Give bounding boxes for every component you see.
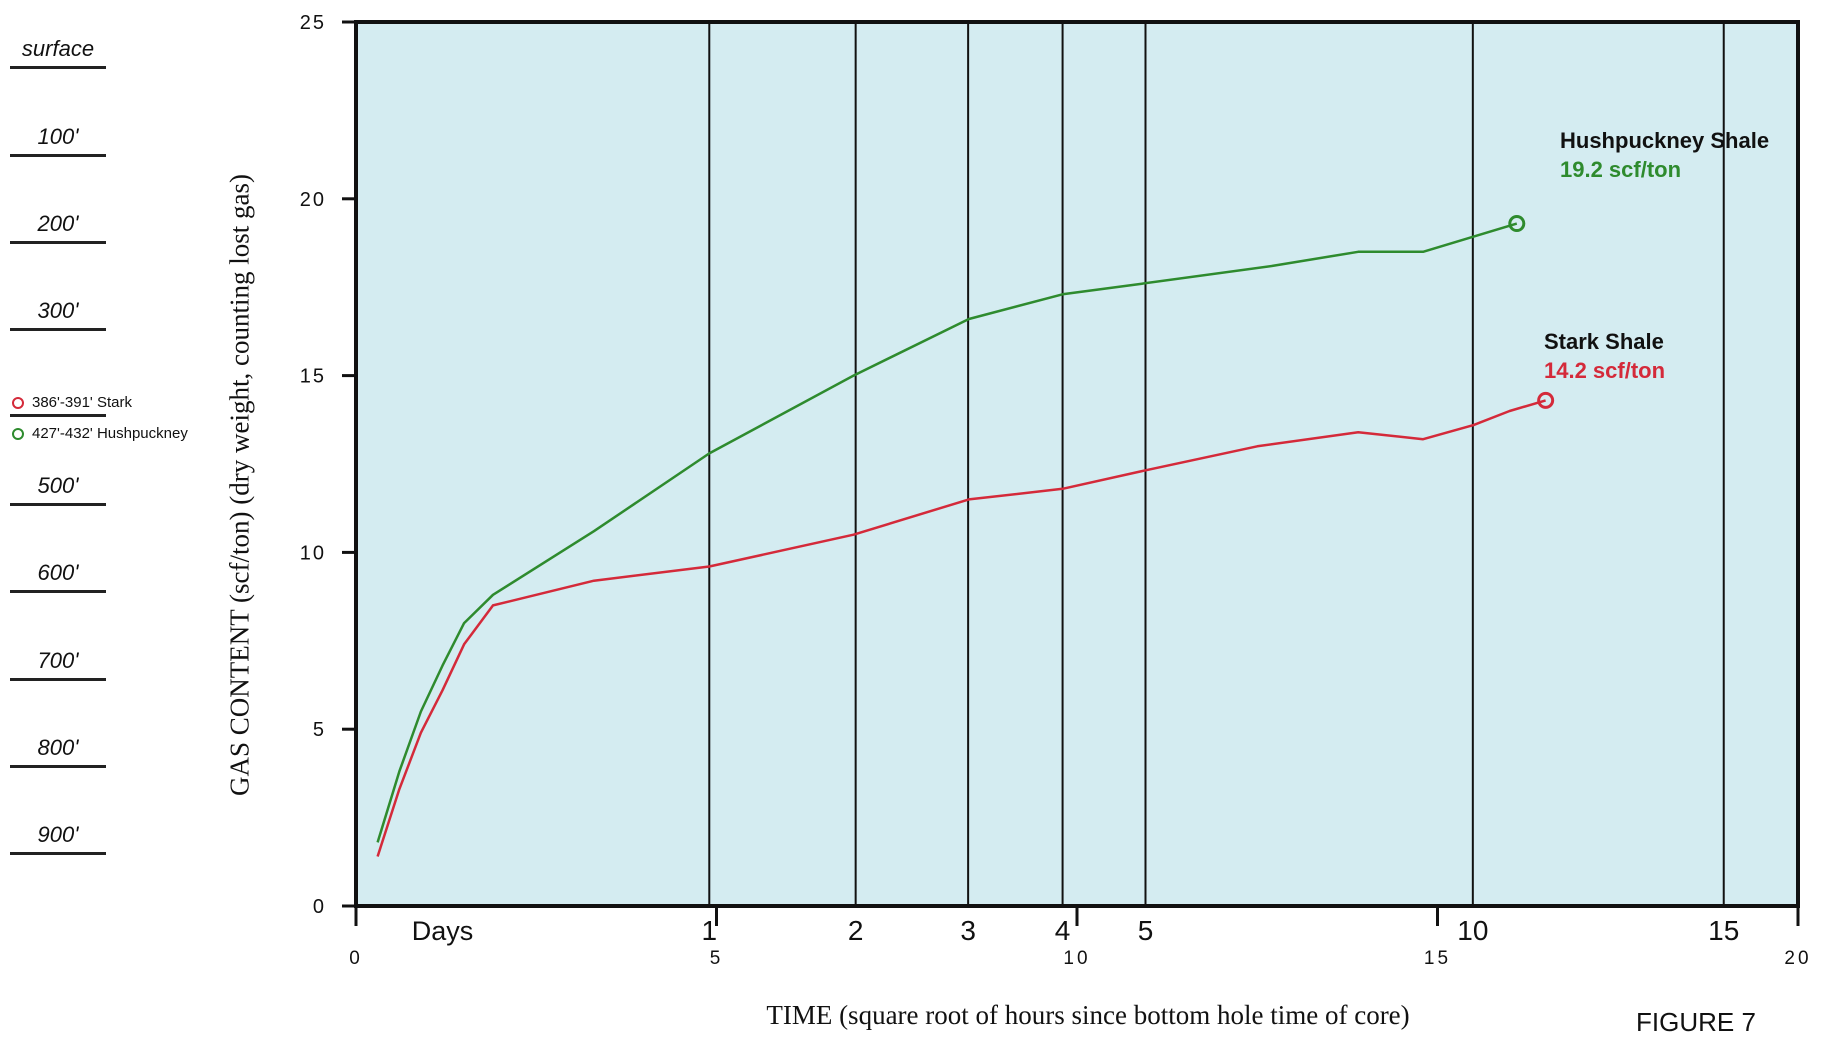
depth-rule: [10, 241, 106, 244]
depth-rule: [10, 678, 106, 681]
depth-rule: [10, 503, 106, 506]
depth-rule: [10, 852, 106, 855]
depth-rule: [10, 66, 106, 69]
depth-label: 700': [37, 648, 79, 673]
plot-area: [356, 22, 1798, 906]
day-label: 10: [1457, 915, 1488, 946]
depth-label: 900': [37, 822, 79, 847]
day-label: 1: [702, 915, 718, 946]
x-tick-label: 0: [349, 948, 363, 969]
sample-marker-icon: [12, 427, 24, 440]
sample-legend-label: 427'-432' Hushpuckney: [32, 425, 188, 442]
depth-label: surface: [21, 36, 95, 61]
depth-label: 500': [37, 473, 79, 498]
depth-rule: [10, 765, 106, 768]
series-name-label: Hushpuckney Shale: [1560, 128, 1769, 153]
depth-label: 800': [37, 735, 79, 760]
day-label: 4: [1055, 915, 1071, 946]
depth-rule: [10, 414, 106, 417]
depth-label: 100': [37, 124, 79, 149]
depth-label: 200': [37, 211, 79, 236]
series-value-label: 14.2 scf/ton: [1544, 358, 1665, 383]
y-tick-label: 25: [300, 12, 326, 34]
series-line: [376, 222, 1518, 843]
sample-legend-label: 386'-391' Stark: [32, 394, 132, 411]
series-value-label: 19.2 scf/ton: [1560, 157, 1681, 182]
x-tick-label: 15: [1424, 948, 1451, 969]
x-tick-label: 10: [1063, 948, 1090, 969]
y-axis-title: GAS CONTENT (scf/ton) (dry weight, count…: [224, 174, 255, 796]
y-tick-label: 5: [313, 719, 326, 741]
series-end-marker: [1508, 215, 1526, 233]
sample-marker-icon: [12, 396, 24, 409]
x-tick-label: 20: [1784, 948, 1811, 969]
x-axis-title: TIME (square root of hours since bottom …: [766, 1000, 1410, 1030]
y-tick-label: 20: [300, 189, 326, 211]
day-label: 15: [1708, 915, 1739, 946]
sample-legend-item: 427'-432' Hushpuckney: [12, 425, 188, 442]
day-label: 2: [848, 915, 864, 946]
day-label: 5: [1138, 915, 1154, 946]
sample-legend-item: 386'-391' Stark: [12, 394, 132, 411]
series-name-label: Stark Shale: [1544, 329, 1664, 354]
y-tick-label: 0: [313, 896, 326, 918]
y-tick-label: 15: [300, 366, 326, 388]
y-tick-label: 10: [300, 542, 326, 564]
day-label: 3: [960, 915, 976, 946]
depth-rule: [10, 590, 106, 593]
figure-label: FIGURE 7: [1636, 1007, 1756, 1037]
series-line: [376, 399, 1546, 857]
depth-label: 300': [37, 298, 79, 323]
depth-rule: [10, 154, 106, 157]
depth-label: 600': [37, 560, 79, 585]
days-label: Days: [412, 916, 474, 946]
x-tick-label: 5: [710, 948, 724, 969]
depth-rule: [10, 328, 106, 331]
series-end-marker: [1537, 391, 1555, 409]
